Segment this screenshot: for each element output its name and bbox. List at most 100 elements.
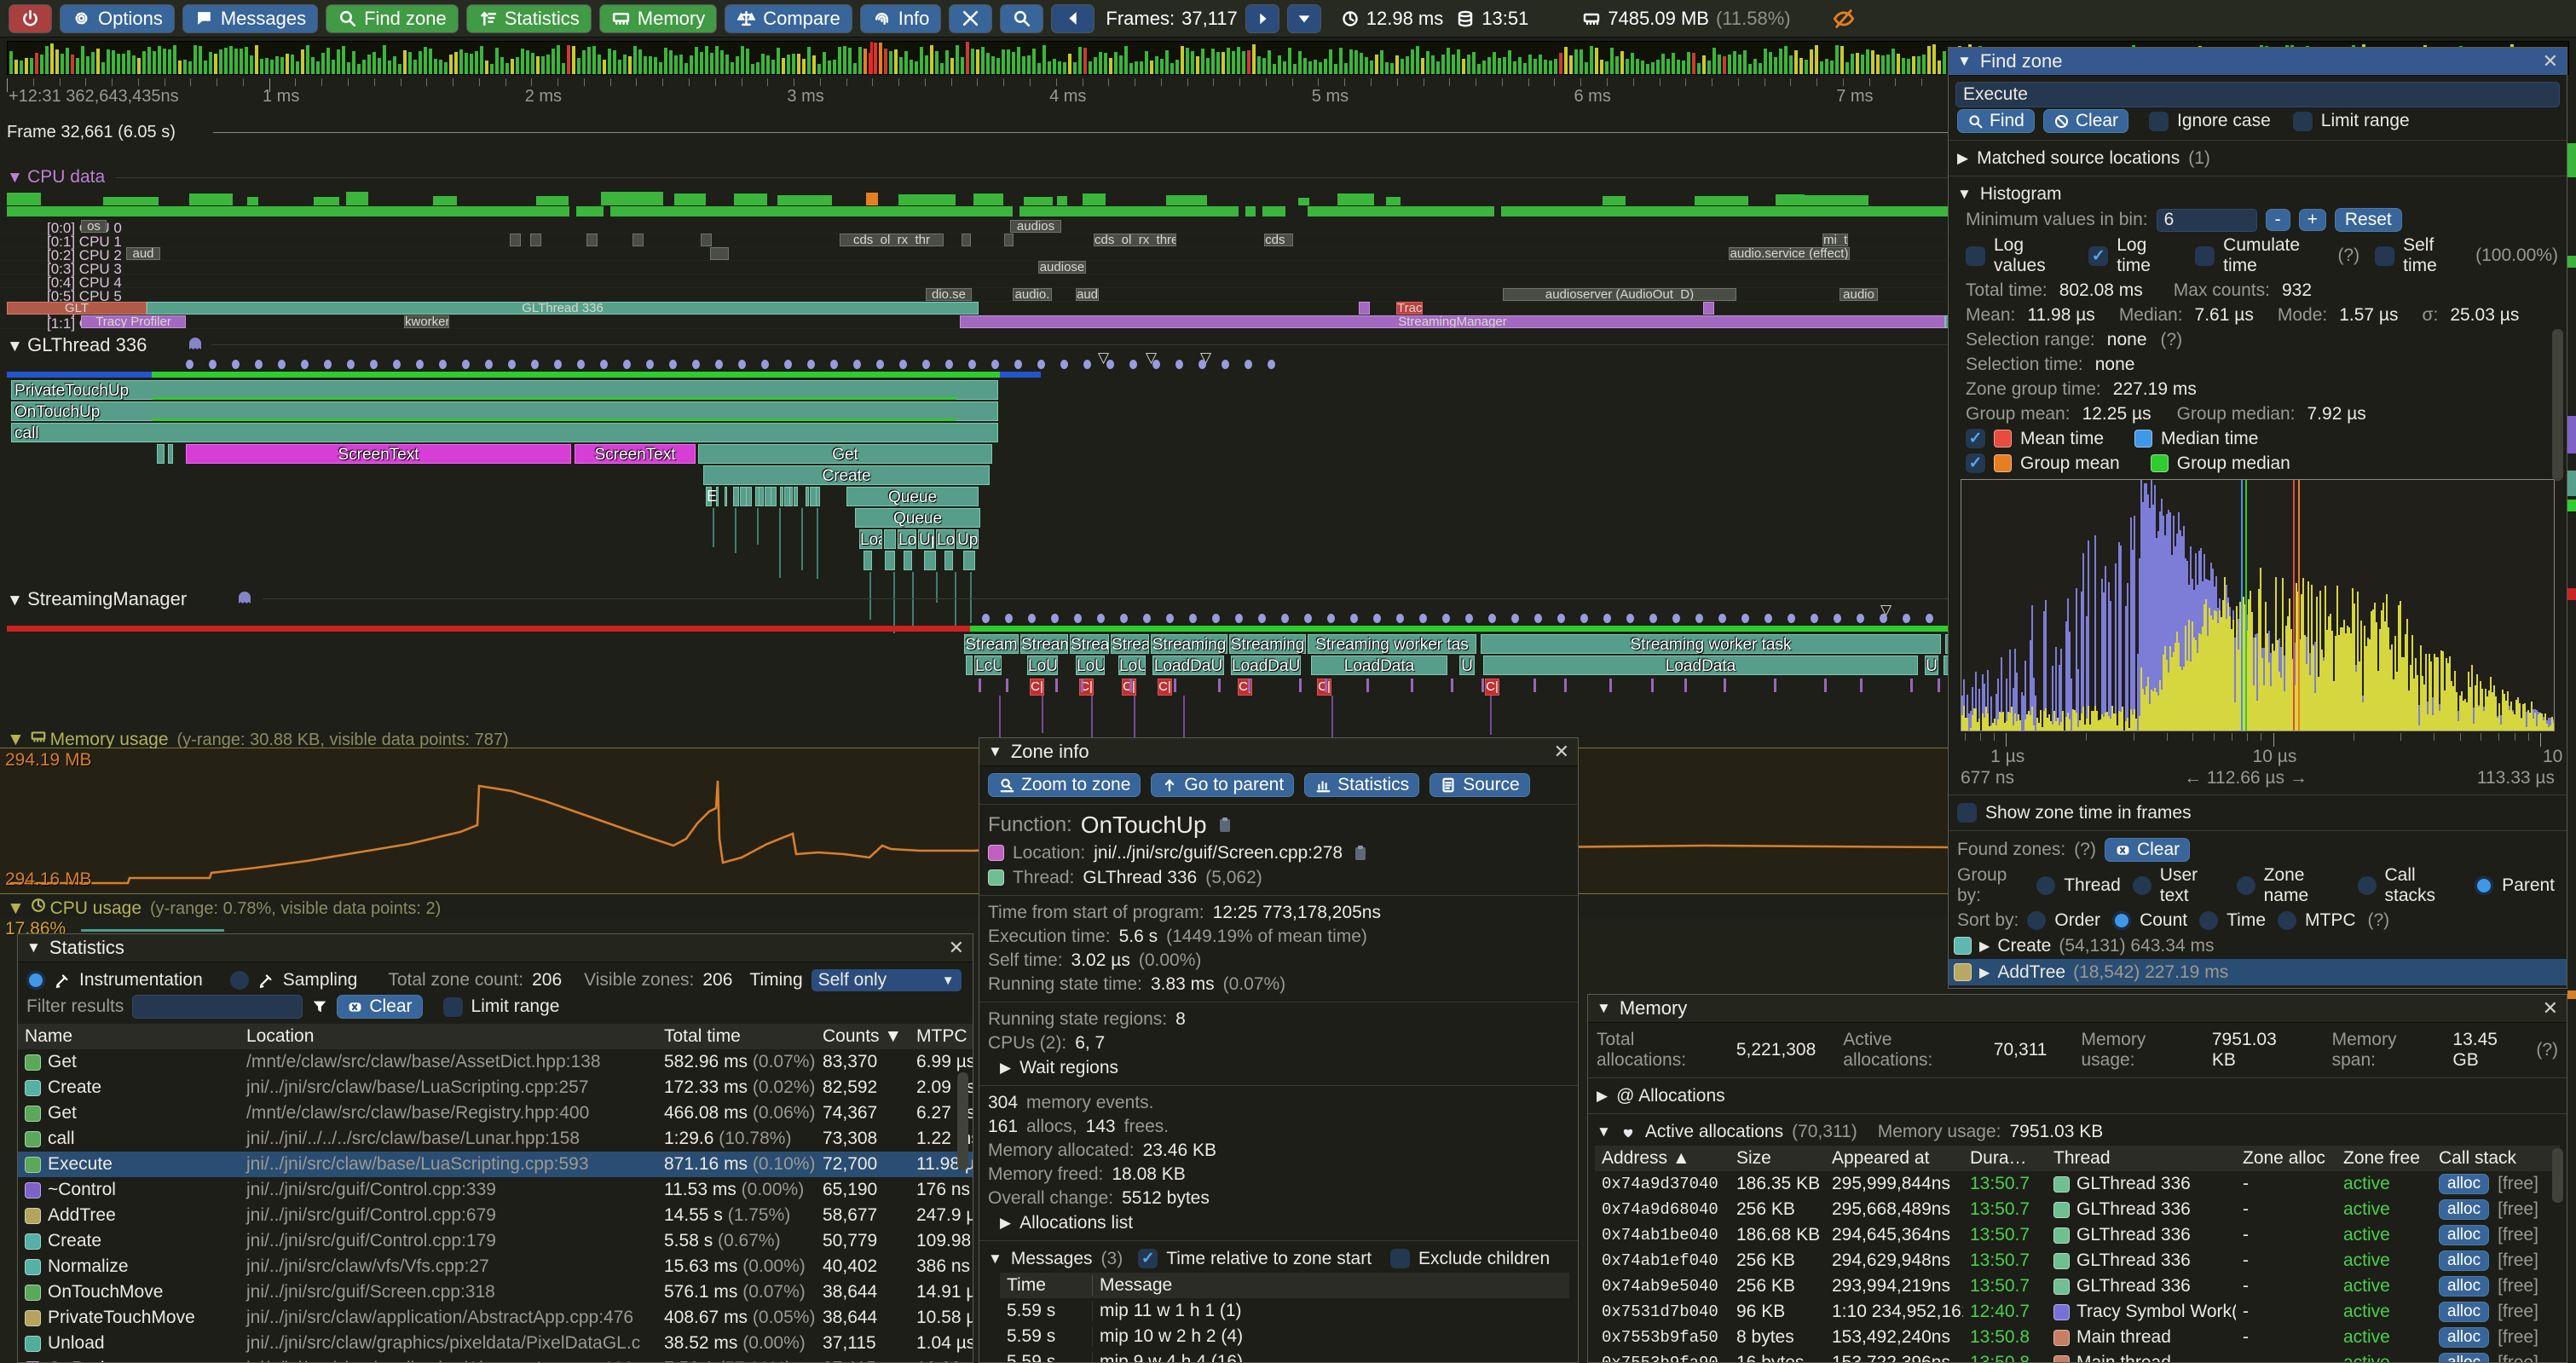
cpu-thread-bar[interactable]: audiose [1038, 261, 1086, 274]
time-relative-checkbox[interactable]: ✓ [1138, 1249, 1158, 1268]
table-row[interactable]: Unload jni/../jni/src/claw/graphics/pixel… [18, 1331, 973, 1356]
zone-bar[interactable]: LoadDaU [1231, 656, 1301, 675]
zone-bar[interactable] [885, 551, 895, 570]
decrease-button[interactable]: - [2265, 209, 2290, 231]
table-row[interactable]: Normalize jni/../jni/src/claw/vfs/Vfs.cpp… [18, 1254, 973, 1279]
group-by-radio-user-text[interactable] [2132, 876, 2151, 895]
tools-button[interactable] [949, 3, 993, 33]
alloc-button[interactable]: alloc [2439, 1174, 2490, 1194]
memory-plot-header[interactable]: ▼ Memory usage (y-range: 30.88 KB, visibl… [7, 728, 1950, 749]
table-row[interactable]: ~Control jni/../jni/src/guif/Control.cpp:… [18, 1177, 973, 1203]
column-header-size[interactable]: Size [1736, 1148, 1771, 1168]
zone-bar[interactable]: Create [703, 465, 990, 485]
table-row[interactable]: Get/mnt/e/claw/src/claw/base/Registry.hp… [18, 1100, 973, 1126]
sampling-radio[interactable] [229, 971, 249, 990]
memory-row[interactable]: 0x74a9d68040 256 KB 295,668,489ns 13:50.7 GL… [1595, 1197, 2560, 1222]
zone-bar[interactable] [157, 444, 165, 464]
cpu-row[interactable]: [0:3] CPU 3 audiose [0, 261, 1950, 277]
memory-row[interactable]: 0x7553b9fa50 8 bytes 153,492,240ns 13:50.8 M… [1595, 1325, 2560, 1350]
collapse-arrow[interactable]: ▼ [988, 1250, 1002, 1267]
increase-button[interactable]: + [2298, 209, 2326, 231]
find-zone-button[interactable]: Find zone [326, 3, 459, 33]
collapse-arrow[interactable]: ▼ [1597, 1123, 1611, 1140]
column-header-location[interactable]: Location [246, 1026, 315, 1046]
next-frame-button[interactable] [1245, 3, 1279, 33]
alloc-button[interactable]: alloc [2439, 1302, 2490, 1322]
c-zone-mark[interactable]: C| [1030, 679, 1044, 696]
c-zone-mark[interactable]: C| [1317, 679, 1331, 696]
c-zone-mark[interactable]: C| [1158, 679, 1172, 696]
messages-button[interactable]: Messages [182, 3, 319, 33]
found-zone-row[interactable]: ▶LoadLevel(18) 406.88 µs [1949, 985, 2567, 988]
memory-row[interactable]: 0x74ab1be040 186.68 KB 294,645,364ns 13:50.… [1595, 1222, 2560, 1248]
zone-bar[interactable]: U [1459, 656, 1475, 675]
memory-titlebar[interactable]: ▼ Memory ✕ [1588, 995, 2567, 1023]
allocations-list-row[interactable]: ▶ Allocations list [979, 1210, 1578, 1235]
free-button[interactable]: [free] [2498, 1302, 2538, 1321]
table-row[interactable]: OnRedrawjni/../jni/src/claw/application/… [18, 1356, 973, 1362]
zone-bar[interactable]: LoU [1076, 656, 1105, 675]
cpu-thread-bar[interactable]: aud [1076, 288, 1099, 301]
cpu-thread-bar[interactable] [530, 234, 541, 246]
zone-sliver[interactable] [815, 487, 820, 506]
collapse-arrow[interactable]: ▼ [7, 730, 30, 749]
expand-arrow[interactable]: ▶ [1597, 1087, 1609, 1104]
memory-table-header[interactable]: Address ▲ Size Appeared at Dura… Thread Zone … [1595, 1146, 2560, 1171]
cpu-row[interactable]: [0:5] CPU 5 dio.se audio. aud audioserver (A… [0, 288, 1950, 304]
legend-checkbox[interactable]: ✓ [1966, 453, 1985, 473]
close-icon[interactable]: ✕ [2542, 50, 2558, 72]
histogram-header-row[interactable]: ▼ Histogram [1949, 182, 2567, 206]
min-bin-input[interactable]: 6 [2156, 208, 2257, 232]
find-button[interactable]: Find [1957, 109, 2035, 133]
instrumentation-radio[interactable] [26, 971, 45, 990]
zone-sliver[interactable] [805, 487, 809, 506]
active-allocations-row[interactable]: ▼ Active allocations (70,311) Memory usage:… [1588, 1119, 2567, 1144]
found-zone-row[interactable]: ▶ Create (54,131) 643.34 ms [1949, 933, 2567, 959]
free-button[interactable]: [free] [2498, 1276, 2538, 1296]
column-header-call-stack[interactable]: Call stack [2439, 1148, 2517, 1168]
stats-table-header[interactable]: Name Location Total time Counts ▼ MTPC [18, 1024, 973, 1049]
cpu-thread-bar[interactable]: cds_ [1264, 234, 1293, 246]
zone-sliver[interactable] [793, 487, 799, 506]
options-button[interactable]: Options [60, 3, 175, 33]
zone-bar[interactable]: LcU [974, 656, 1002, 675]
group-by-radio-zone-name[interactable] [2236, 876, 2255, 895]
zone-bar[interactable] [924, 551, 936, 570]
find-zone-titlebar[interactable]: ▼ Find zone ✕ [1949, 48, 2567, 76]
cpu-thread-bar[interactable]: mi_t [1822, 234, 1848, 246]
messages-table-header[interactable]: Time Message [1000, 1273, 1569, 1298]
zone-bar[interactable]: Loi [898, 529, 916, 549]
ignore-case-checkbox[interactable] [2149, 111, 2169, 131]
zone-sliver[interactable] [724, 487, 727, 506]
table-row[interactable]: Create jni/../jni/src/guif/Control.cpp:17… [18, 1228, 973, 1254]
zone-sliver[interactable] [759, 487, 764, 506]
zone-sliver[interactable] [706, 487, 712, 506]
column-header-dura-[interactable]: Dura… [1970, 1148, 2027, 1168]
sort-by-radio-count[interactable] [2112, 910, 2132, 930]
exclude-children-checkbox[interactable] [1390, 1249, 1411, 1268]
zone-info-zoom-to-zone-button[interactable]: Zoom to zone [988, 773, 1141, 797]
column-header-mtpc[interactable]: MTPC [916, 1026, 967, 1046]
cpu-thread-bar[interactable] [710, 247, 729, 260]
cpu-thread-bar[interactable]: audio. [1013, 288, 1052, 301]
zone-bar[interactable]: Strea [1111, 634, 1149, 654]
zone-bar[interactable]: Strea [1070, 634, 1109, 654]
collapse-arrow[interactable]: ▼ [988, 743, 1002, 759]
collapse-arrow[interactable]: ▼ [26, 939, 41, 956]
zone-bar[interactable]: ScreenText [575, 444, 696, 464]
cpu-thread-bar[interactable] [586, 234, 598, 246]
found-zone-row[interactable]: ▶ AddTree (18,542) 227.19 ms [1949, 959, 2567, 985]
zone-sliver[interactable] [771, 487, 777, 506]
expand-arrow[interactable]: ▶ [1957, 149, 1969, 166]
column-header-total-time[interactable]: Total time [664, 1026, 741, 1046]
cpu-thread-bar[interactable] [962, 234, 971, 246]
clipboard-icon[interactable] [1216, 816, 1234, 835]
cumulate-time-checkbox[interactable] [2195, 245, 2215, 266]
column-header-zone-alloc[interactable]: Zone alloc [2243, 1148, 2325, 1168]
collapse-arrow[interactable]: ▼ [7, 338, 28, 355]
collapse-arrow[interactable]: ▼ [1597, 1000, 1611, 1016]
zone-info-titlebar[interactable]: ▼ Zone info ✕ [979, 738, 1578, 766]
cpu-thread-bar[interactable] [1004, 234, 1014, 246]
zone-bar[interactable]: Up [918, 529, 934, 549]
